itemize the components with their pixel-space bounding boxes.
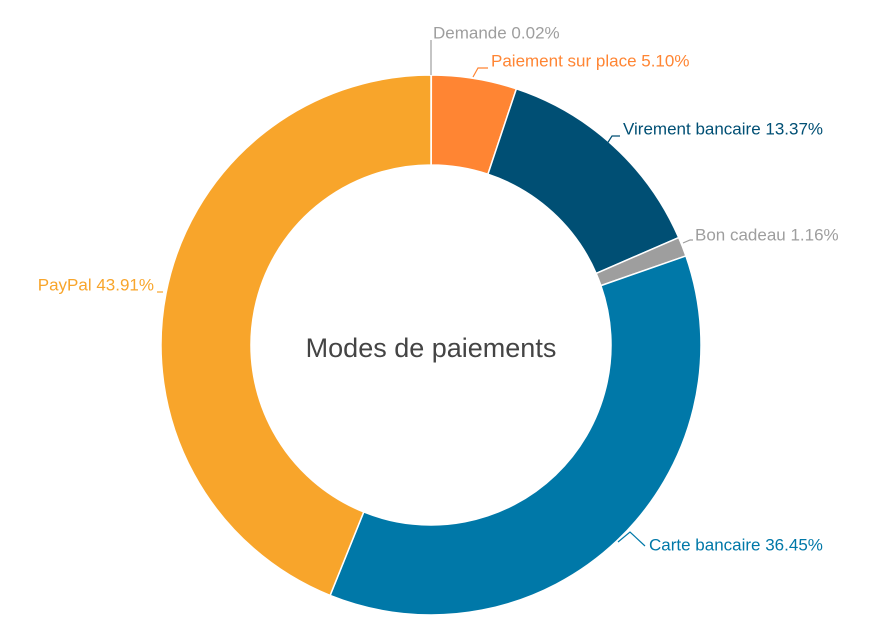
slice-label-paypal: PayPal 43.91% bbox=[38, 275, 154, 294]
chart-title: Modes de paiements bbox=[306, 333, 557, 363]
leader-line-bon-cadeau bbox=[682, 239, 693, 244]
labels-group: Demande 0.02% Paiement sur place 5.10% Vir… bbox=[38, 23, 839, 554]
slice-label-demande: Demande 0.02% bbox=[433, 23, 560, 42]
slice-label-carte-bancaire: Carte bancaire 36.45% bbox=[649, 535, 823, 554]
slice-label-paiement-sur-place: Paiement sur place 5.10% bbox=[491, 51, 689, 70]
slice-label-bon-cadeau: Bon cadeau 1.16% bbox=[695, 225, 839, 244]
slice-paypal[interactable] bbox=[160, 74, 432, 597]
slices-group bbox=[160, 74, 702, 616]
leader-line-paiement-sur-place bbox=[472, 67, 488, 78]
slice-carte-bancaire[interactable] bbox=[329, 254, 702, 616]
slice-label-virement-bancaire: Virement bancaire 13.37% bbox=[623, 119, 823, 138]
leader-line-carte-bancaire bbox=[617, 531, 646, 547]
leader-lines-group bbox=[157, 40, 693, 547]
leader-line-virement-bancaire bbox=[604, 135, 620, 148]
slice-virement-bancaire[interactable] bbox=[486, 87, 680, 275]
